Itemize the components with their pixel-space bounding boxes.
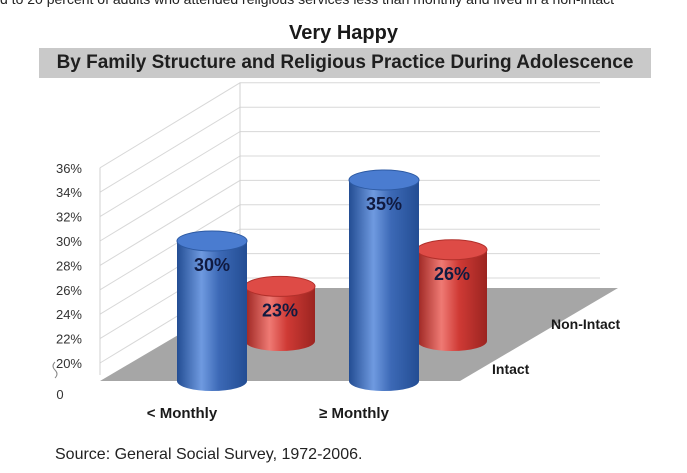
depth-label-non-intact: Non-Intact bbox=[551, 316, 621, 332]
y-tick-label: 24% bbox=[56, 307, 82, 322]
data-label: 30% bbox=[194, 255, 230, 275]
data-label: 23% bbox=[262, 300, 298, 320]
y-tick-label: 22% bbox=[56, 332, 82, 347]
chart-subtitle: By Family Structure and Religious Practi… bbox=[39, 48, 651, 78]
y-tick-label: 28% bbox=[56, 258, 82, 273]
x-category-label: < Monthly bbox=[147, 405, 218, 422]
chart-title: Very Happy bbox=[289, 22, 398, 44]
chart-subtitle-text: By Family Structure and Religious Practi… bbox=[56, 52, 634, 73]
source-note: Source: General Social Survey, 1972-2006… bbox=[55, 446, 363, 463]
y-tick-label: 0 bbox=[56, 387, 63, 402]
y-tick-label: 36% bbox=[56, 161, 82, 176]
bar-top bbox=[416, 239, 488, 261]
y-tick-label: 20% bbox=[56, 356, 82, 371]
bar-body bbox=[349, 180, 419, 391]
depth-label-intact: Intact bbox=[492, 361, 530, 377]
bar-top bbox=[244, 275, 316, 297]
bar-body bbox=[417, 249, 487, 351]
x-category-label: ≥ Monthly bbox=[319, 405, 390, 422]
axis-break-mark bbox=[52, 361, 58, 379]
bar-non-intact: 26% bbox=[416, 239, 488, 351]
bar-intact: 30% bbox=[176, 230, 248, 391]
y-tick-label: 34% bbox=[56, 185, 82, 200]
cropped-text-fragment: d to 20 percent of adults who attended r… bbox=[0, 0, 687, 9]
bar-intact: 35% bbox=[348, 169, 420, 391]
bar-top bbox=[348, 169, 420, 191]
bar-body bbox=[177, 241, 247, 391]
y-tick-label: 30% bbox=[56, 234, 82, 249]
y-tick-label: 32% bbox=[56, 210, 82, 225]
gridline bbox=[99, 82, 600, 169]
data-label: 35% bbox=[366, 194, 402, 214]
bar-non-intact: 23% bbox=[244, 275, 316, 351]
bar-body bbox=[245, 286, 315, 351]
bar-top bbox=[176, 230, 248, 252]
data-label: 26% bbox=[434, 264, 470, 284]
y-tick-label: 26% bbox=[56, 283, 82, 298]
